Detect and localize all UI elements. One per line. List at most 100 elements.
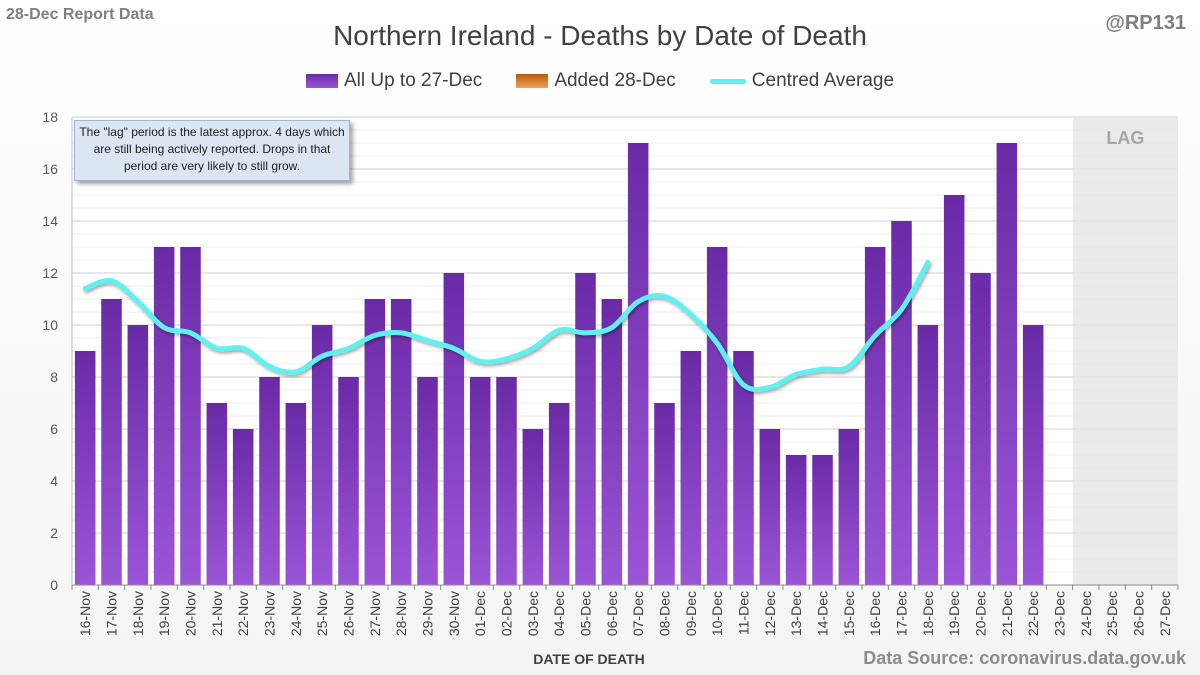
x-tick-label: 16-Nov xyxy=(77,591,93,636)
x-tick-label: 22-Nov xyxy=(235,591,251,636)
bar-all-13-Dec xyxy=(785,455,807,585)
x-axis-title: DATE OF DEATH xyxy=(533,651,644,667)
x-tick-label: 30-Nov xyxy=(446,591,462,636)
author-handle: @RP131 xyxy=(1105,12,1186,34)
lag-region xyxy=(1072,117,1178,585)
x-tick-label: 19-Nov xyxy=(156,591,172,636)
y-tick-label: 12 xyxy=(42,265,58,281)
x-tick-label: 26-Nov xyxy=(341,591,357,636)
bar-all-21-Dec xyxy=(996,143,1018,585)
y-tick-label: 10 xyxy=(42,317,58,333)
x-tick-label: 27-Dec xyxy=(1157,591,1173,636)
x-tick-label: 02-Dec xyxy=(499,591,515,636)
x-tick-label: 06-Dec xyxy=(604,591,620,636)
bar-all-18-Nov xyxy=(127,325,149,585)
bar-all-16-Nov xyxy=(74,351,96,585)
bar-all-03-Dec xyxy=(522,429,544,585)
bar-all-19-Dec xyxy=(943,195,965,585)
lag-label: LAG xyxy=(1106,128,1144,148)
x-tick-label: 26-Dec xyxy=(1131,591,1147,636)
x-tick-label: 20-Nov xyxy=(183,591,199,636)
legend-swatch-added xyxy=(516,74,549,88)
x-tick-label: 18-Dec xyxy=(920,591,936,636)
x-tick-label: 04-Dec xyxy=(551,591,567,636)
x-tick-label: 13-Dec xyxy=(788,591,804,636)
x-tick-label: 19-Dec xyxy=(946,591,962,636)
legend-item-average[interactable]: Centred Average xyxy=(709,70,895,92)
x-tick-label: 16-Dec xyxy=(867,591,883,636)
bar-all-29-Nov xyxy=(417,377,438,585)
bar-all-04-Dec xyxy=(548,403,570,585)
x-tick-label: 24-Dec xyxy=(1078,591,1094,636)
report-label: 28-Dec Report Data xyxy=(6,6,154,23)
bar-all-06-Dec xyxy=(601,299,623,585)
x-tick-label: 27-Nov xyxy=(367,591,383,636)
bar-all-10-Dec xyxy=(706,247,728,585)
bar-all-19-Nov xyxy=(153,247,175,585)
x-tick-label: 03-Dec xyxy=(525,591,541,636)
bar-all-12-Dec xyxy=(759,429,781,585)
lag-note: The "lag" period is the latest approx. 4… xyxy=(74,120,350,181)
data-source: Data Source: coronavirus.data.gov.uk xyxy=(863,648,1186,668)
bar-all-08-Dec xyxy=(654,403,675,585)
y-tick-label: 0 xyxy=(50,577,58,593)
bar-all-07-Dec xyxy=(627,143,649,585)
bar-all-18-Dec xyxy=(917,325,939,585)
bar-all-11-Dec xyxy=(733,351,754,585)
bar-all-15-Dec xyxy=(838,429,860,585)
centred-average-line xyxy=(82,260,931,393)
x-tick-label: 29-Nov xyxy=(420,591,436,636)
x-tick-label: 23-Dec xyxy=(1052,591,1068,636)
x-tick-label: 24-Nov xyxy=(288,591,304,636)
legend-swatch-all xyxy=(305,74,338,88)
x-tick-label: 25-Dec xyxy=(1104,591,1120,636)
bar-all-30-Nov xyxy=(443,273,465,585)
y-tick-label: 2 xyxy=(50,525,58,541)
bar-all-22-Dec xyxy=(1022,325,1044,585)
x-tick-label: 14-Dec xyxy=(815,591,831,636)
legend-swatch-average xyxy=(709,78,746,84)
bar-all-17-Dec xyxy=(891,221,912,585)
x-tick-label: 05-Dec xyxy=(578,591,594,636)
bar-all-17-Nov xyxy=(101,299,122,585)
x-tick-label: 17-Nov xyxy=(104,591,120,636)
y-tick-label: 4 xyxy=(50,473,58,489)
bar-all-09-Dec xyxy=(680,351,702,585)
bar-all-14-Dec xyxy=(812,455,833,585)
bar-all-24-Nov xyxy=(285,403,307,585)
bar-all-20-Nov xyxy=(180,247,201,585)
bar-all-26-Nov xyxy=(338,377,359,585)
x-tick-label: 21-Nov xyxy=(209,591,225,636)
legend-item-added[interactable]: Added 28-Dec xyxy=(516,70,676,92)
y-tick-label: 6 xyxy=(50,421,58,437)
x-tick-label: 17-Dec xyxy=(894,591,910,636)
legend-label-all: All Up to 27-Dec xyxy=(343,70,483,91)
x-tick-label: 11-Dec xyxy=(736,591,752,635)
x-tick-label: 21-Dec xyxy=(999,591,1015,636)
x-tick-label: 08-Dec xyxy=(657,591,673,636)
bar-all-01-Dec xyxy=(469,377,491,585)
x-tick-label: 23-Nov xyxy=(262,591,278,636)
bar-all-20-Dec xyxy=(970,273,991,585)
x-tick-label: 28-Nov xyxy=(393,591,409,636)
y-tick-label: 14 xyxy=(42,213,58,229)
x-tick-label: 01-Dec xyxy=(472,591,488,636)
bar-all-22-Nov xyxy=(232,429,254,585)
x-tick-label: 15-Dec xyxy=(841,591,857,636)
x-tick-label: 18-Nov xyxy=(130,591,146,636)
x-tick-label: 07-Dec xyxy=(630,591,646,636)
bar-all-05-Dec xyxy=(575,273,596,585)
bar-all-27-Nov xyxy=(364,299,386,585)
bar-all-25-Nov xyxy=(311,325,333,585)
x-tick-label: 12-Dec xyxy=(762,591,778,636)
legend-item-all[interactable]: All Up to 27-Dec xyxy=(305,70,483,92)
legend-label-average: Centred Average xyxy=(751,70,895,91)
bar-all-28-Nov xyxy=(390,299,412,585)
bar-all-16-Dec xyxy=(864,247,886,585)
x-tick-label: 22-Dec xyxy=(1025,591,1041,636)
x-tick-label: 09-Dec xyxy=(683,591,699,636)
bar-all-23-Nov xyxy=(259,377,280,585)
y-tick-label: 8 xyxy=(50,369,58,385)
y-tick-label: 16 xyxy=(42,161,58,177)
